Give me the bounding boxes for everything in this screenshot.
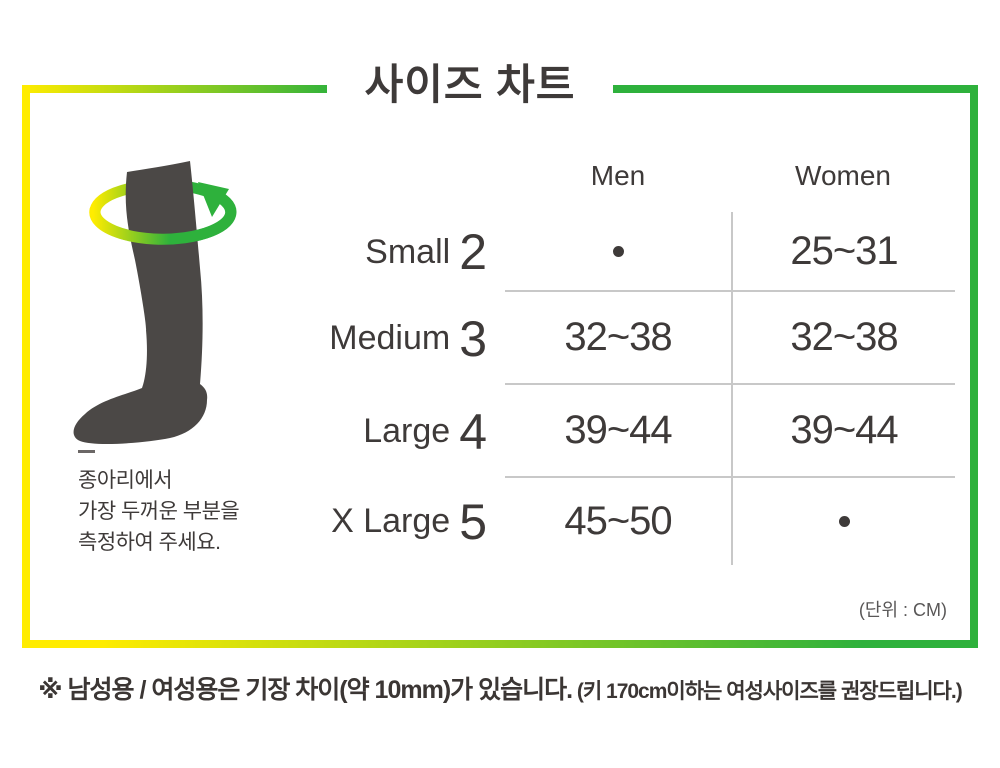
cell-large-men: 39~44	[505, 385, 731, 478]
size-name: Small	[365, 232, 451, 271]
caption-line-1: 종아리에서	[78, 469, 173, 492]
cell-xlarge-men: 45~50	[564, 499, 672, 543]
dot-marker	[612, 245, 624, 257]
column-header-women: Women	[795, 160, 891, 191]
column-header-men: Men	[590, 160, 646, 191]
caption-dash	[78, 450, 95, 453]
caption-line-3: 측정하여 주세요.	[78, 531, 221, 554]
sock-with-measure-arrow-icon	[55, 138, 290, 468]
frame-left-border	[22, 85, 30, 648]
row-label-medium: Medium 3	[290, 292, 505, 385]
size-number: 2	[459, 224, 487, 280]
size-name: X Large	[331, 502, 451, 540]
footnote-sub: (키 170cm이하는 여성사이즈를 권장드립니다.)	[572, 680, 963, 703]
measure-caption: 종아리에서 가장 두꺼운 부분을 측정하여 주세요.	[78, 450, 298, 558]
row-label-xlarge: X Large 5	[290, 478, 505, 565]
cell-medium-men: 32~38	[505, 292, 731, 385]
cell-large-women: 39~44	[731, 385, 955, 478]
size-number: 5	[459, 493, 487, 550]
footnote: ※ 남성용 / 여성용은 기장 차이(약 10mm)가 있습니다. (키 170…	[0, 670, 1000, 706]
table-corner-cell	[290, 140, 505, 212]
cell-small-women: 25~31	[731, 212, 955, 292]
size-name: Medium	[329, 319, 451, 357]
row-label-large: Large 4	[290, 385, 505, 478]
cell-medium-women: 32~38	[731, 292, 955, 385]
page-title: 사이즈 차트	[327, 58, 613, 112]
frame-right-border	[970, 85, 978, 648]
size-number: 3	[459, 310, 487, 367]
size-table: Men Women Small 2 25~31 Medium 3 32~38 3…	[290, 140, 955, 565]
caption-line-2: 가장 두꺼운 부분을	[78, 500, 240, 523]
row-label-small: Small 2	[290, 212, 505, 292]
unit-note: (단위 : CM)	[858, 600, 947, 620]
dot-marker	[838, 516, 850, 527]
size-name: Large	[363, 412, 451, 450]
cell-xlarge-women	[731, 478, 955, 565]
frame-bottom-border	[22, 640, 978, 648]
size-number: 4	[459, 403, 487, 460]
cell-small-men	[505, 212, 731, 292]
footnote-main: ※ 남성용 / 여성용은 기장 차이(약 10mm)가 있습니다.	[38, 676, 573, 704]
